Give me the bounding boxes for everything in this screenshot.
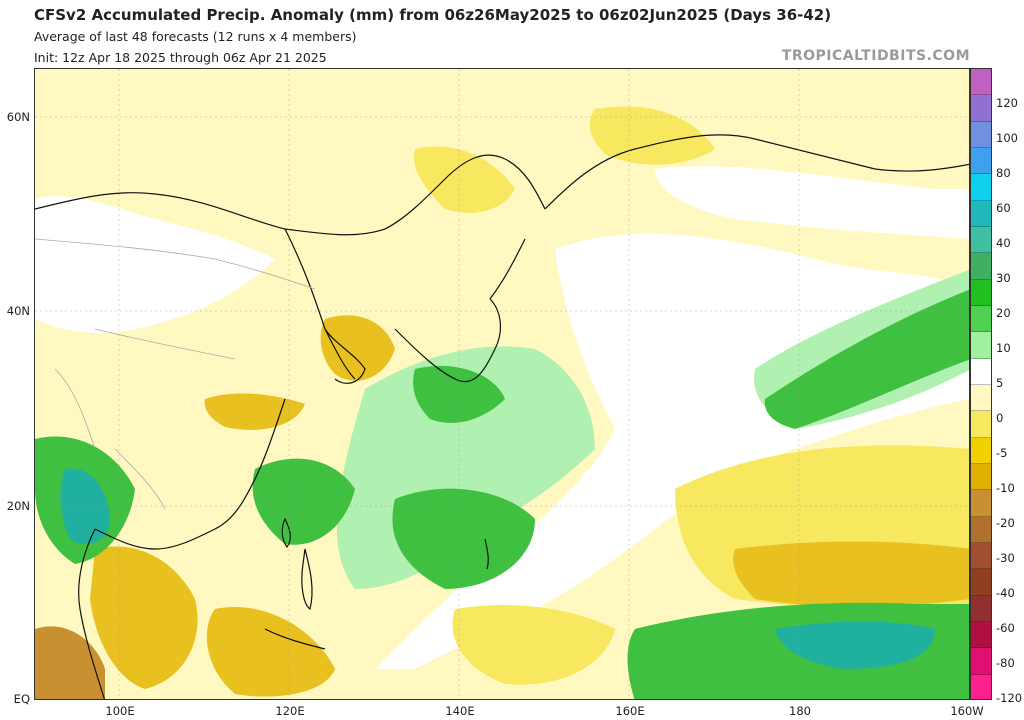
brand-watermark: TROPICALTIDBITS.COM <box>781 48 970 64</box>
lat-label-20n: 20N <box>6 499 30 513</box>
colorbar-label: 0 <box>996 411 1004 425</box>
colorbar-label: 40 <box>996 236 1011 250</box>
lon-label-180: 180 <box>789 704 811 718</box>
colorbar-swatch <box>971 305 991 333</box>
colorbar-label: 20 <box>996 306 1011 320</box>
colorbar-label: 30 <box>996 271 1011 285</box>
colorbar-label: -120 <box>996 691 1023 705</box>
dry-region-equatorial-pacific <box>733 541 969 607</box>
colorbar-swatch <box>971 121 991 148</box>
colorbar-swatch <box>971 516 991 543</box>
colorbar-label: -80 <box>996 656 1015 670</box>
colorbar-label: -30 <box>996 551 1015 565</box>
map-canvas <box>35 69 969 699</box>
dry-region-southeast-asia <box>90 546 198 689</box>
coastlines <box>35 134 969 699</box>
colorbar-swatch <box>971 384 991 412</box>
lon-label-100e: 100E <box>105 704 135 718</box>
colorbar-swatch <box>971 674 991 699</box>
wet-region-philippine-sea <box>392 488 535 589</box>
colorbar-label: -20 <box>996 516 1015 530</box>
neutral-region-north <box>35 196 275 334</box>
lon-label-160e: 160E <box>615 704 645 718</box>
dry-region-siberia <box>414 146 515 213</box>
wet-region-northeast-pacific-band <box>764 289 969 429</box>
colorbar-swatch <box>971 569 991 596</box>
colorbar-swatch <box>971 253 991 280</box>
lat-label-40n: 40N <box>6 304 30 318</box>
dry-region-south-indonesia <box>452 605 615 685</box>
dry-region-bay-of-bengal <box>35 626 105 699</box>
colorbar-swatch <box>971 147 991 175</box>
colorbar-label: -60 <box>996 621 1015 635</box>
lon-label-160w: 160W <box>950 704 984 718</box>
colorbar-swatch <box>971 437 991 464</box>
colorbar-labels: 120 100 80 60 40 30 20 10 5 0 -5 -10 -20 -30 -40 -60 -80… <box>994 68 1024 705</box>
dry-region-korea <box>320 315 395 381</box>
colorbar-swatch <box>971 490 991 517</box>
colorbar-swatch <box>971 542 991 570</box>
colorbar <box>970 68 992 700</box>
colorbar-swatch <box>971 226 991 254</box>
colorbar-swatch <box>971 648 991 675</box>
neutral-region-east-pacific-north <box>655 166 969 239</box>
colorbar-swatch <box>971 595 991 622</box>
colorbar-label: -5 <box>996 446 1008 460</box>
colorbar-swatch <box>971 621 991 649</box>
lat-label-eq: EQ <box>13 692 30 706</box>
colorbar-swatch <box>971 174 991 201</box>
graticule <box>35 69 969 699</box>
colorbar-label: 80 <box>996 166 1011 180</box>
colorbar-label: -40 <box>996 586 1015 600</box>
colorbar-swatch <box>971 69 991 96</box>
dry-region-china-yangtze <box>204 393 305 430</box>
chart-subtitle: Average of last 48 forecasts (12 runs x … <box>34 29 357 44</box>
colorbar-label: 120 <box>996 96 1018 110</box>
colorbar-swatch <box>971 463 991 491</box>
colorbar-swatch <box>971 358 991 385</box>
colorbar-swatch <box>971 279 991 306</box>
lon-label-140e: 140E <box>445 704 475 718</box>
colorbar-swatch <box>971 200 991 227</box>
init-time: Init: 12z Apr 18 2025 through 06z Apr 21… <box>34 50 327 65</box>
colorbar-label: 100 <box>996 131 1018 145</box>
colorbar-label: 60 <box>996 201 1011 215</box>
very-wet-region-equatorial-pacific <box>775 621 935 669</box>
colorbar-label: -10 <box>996 481 1015 495</box>
wet-region-taiwan-sea <box>252 458 355 545</box>
colorbar-swatch <box>971 95 991 122</box>
country-borders <box>35 238 316 510</box>
colorbar-label: 5 <box>996 376 1004 390</box>
precip-anomaly-map[interactable] <box>34 68 970 700</box>
colorbar-swatch <box>971 411 991 438</box>
chart-title: CFSv2 Accumulated Precip. Anomaly (mm) f… <box>34 6 832 24</box>
lat-label-60n: 60N <box>6 110 30 124</box>
dry-region-indonesia <box>206 607 335 697</box>
colorbar-swatch <box>971 332 991 359</box>
colorbar-label: 10 <box>996 341 1011 355</box>
dry-region-okhotsk <box>589 106 715 165</box>
lon-label-120e: 120E <box>275 704 305 718</box>
